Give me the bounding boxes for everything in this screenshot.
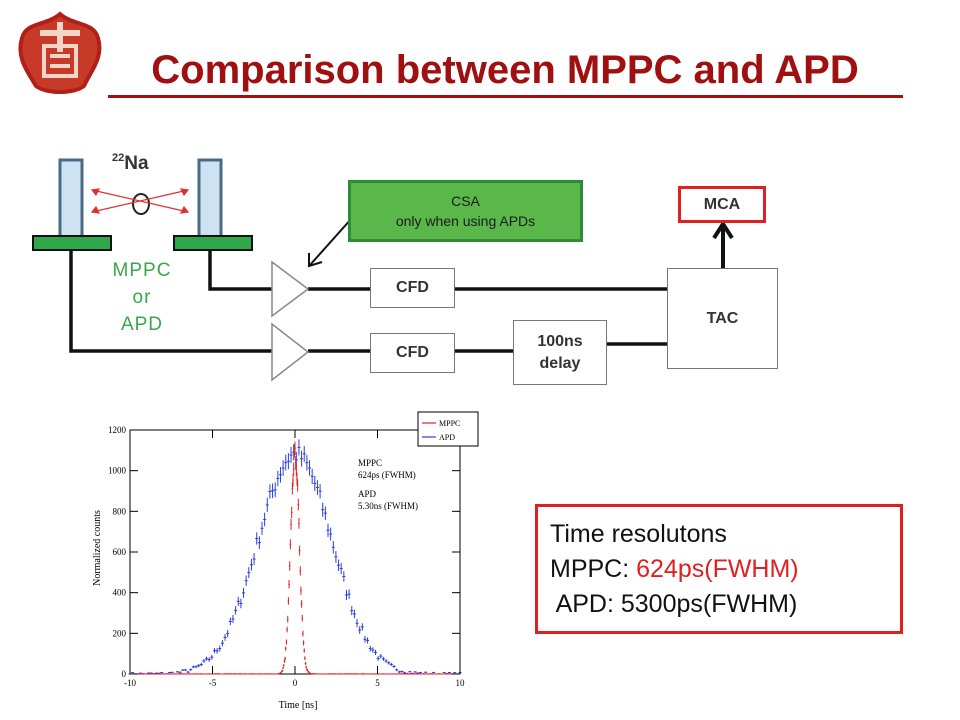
plot-frame: [129, 429, 461, 675]
timing-histogram: -10 -5 0 5 10 0 200 400 600 800 1000 1200 Normalize…: [92, 411, 479, 711]
results-box: Time resolutons MPPC: 624ps(FWHM) APD: 5…: [535, 504, 903, 634]
y-tick-label: 200: [113, 628, 127, 638]
annotation-apd-fwhm: 5.30ns (FWHM): [358, 501, 418, 511]
detector-label-line: or: [132, 287, 152, 308]
results-mppc-prefix: MPPC:: [550, 555, 637, 583]
source-circle: [132, 193, 150, 215]
x-tick-label: -5: [209, 678, 217, 688]
x-tick-label: 5: [375, 678, 380, 688]
setup-diagram: [32, 158, 734, 382]
results-mppc-value: 624ps(FWHM): [636, 555, 799, 583]
y-tick-label: 0: [122, 669, 127, 679]
gamma-arrows: [90, 188, 190, 214]
x-axis-label: Time [ns]: [279, 700, 318, 711]
annotation-mppc: MPPC: [358, 458, 382, 468]
csa-pointer-arrow: [308, 253, 323, 268]
cfd-bottom-box: CFD: [370, 333, 455, 373]
x-tick-label: 10: [456, 678, 466, 688]
left-detector-base: [32, 235, 112, 251]
title-underline: [108, 95, 903, 98]
y-tick-label: 600: [113, 547, 127, 557]
results-heading: Time resolutons: [550, 520, 727, 548]
y-tick-label: 400: [113, 588, 127, 598]
amplifier-bottom: [271, 322, 310, 382]
mca-box: MCA: [678, 186, 766, 223]
detector-label: MPPC or APD: [98, 257, 186, 338]
delay-value: 100ns: [537, 332, 583, 350]
timing-plot: -10 -5 0 5 10 0 200 400 600 800 1000 1200 Normalize…: [88, 408, 500, 713]
y-axis-label: Normalized counts: [92, 510, 103, 586]
y-tick-label: 1200: [108, 425, 127, 435]
university-logo: [18, 11, 102, 94]
delay-box: 100ns delay: [513, 320, 607, 385]
tac-box: TAC: [667, 268, 778, 369]
cfd-top-box: CFD: [370, 268, 455, 308]
results-apd-line: APD: 5300ps(FWHM): [550, 590, 798, 618]
legend-box: [417, 411, 479, 447]
results-mppc-line: MPPC: 624ps(FWHM): [550, 552, 900, 587]
y-tick-label: 800: [113, 506, 127, 516]
detector-label-line: MPPC: [112, 260, 172, 281]
x-tick-label: -10: [124, 678, 136, 688]
legend-mppc-label: MPPC: [439, 419, 460, 428]
right-detector-base: [173, 235, 253, 251]
annotation-mppc-fwhm: 624ps (FWHM): [358, 470, 416, 480]
amplifier-top: [271, 260, 310, 318]
y-tick-label: 1000: [108, 466, 127, 476]
detector-label-line: APD: [120, 314, 164, 335]
tac-to-mca-arrow: [712, 220, 734, 240]
csa-box: CSA only when using APDs: [348, 180, 583, 242]
slide-title: Comparison between MPPC and APD: [151, 48, 859, 92]
signal-wires: [69, 250, 667, 353]
source-label: 22Na: [112, 152, 149, 174]
delay-word: delay: [539, 354, 581, 372]
mppc-series: [129, 441, 461, 675]
right-detector-crystal: [197, 158, 223, 242]
csa-title: CSA: [451, 193, 480, 209]
x-tick-label: 0: [293, 678, 298, 688]
csa-note: only when using APDs: [395, 213, 536, 229]
left-detector-crystal: [58, 158, 84, 242]
legend-apd-label: APD: [439, 433, 455, 442]
annotation-apd: APD: [358, 489, 377, 499]
